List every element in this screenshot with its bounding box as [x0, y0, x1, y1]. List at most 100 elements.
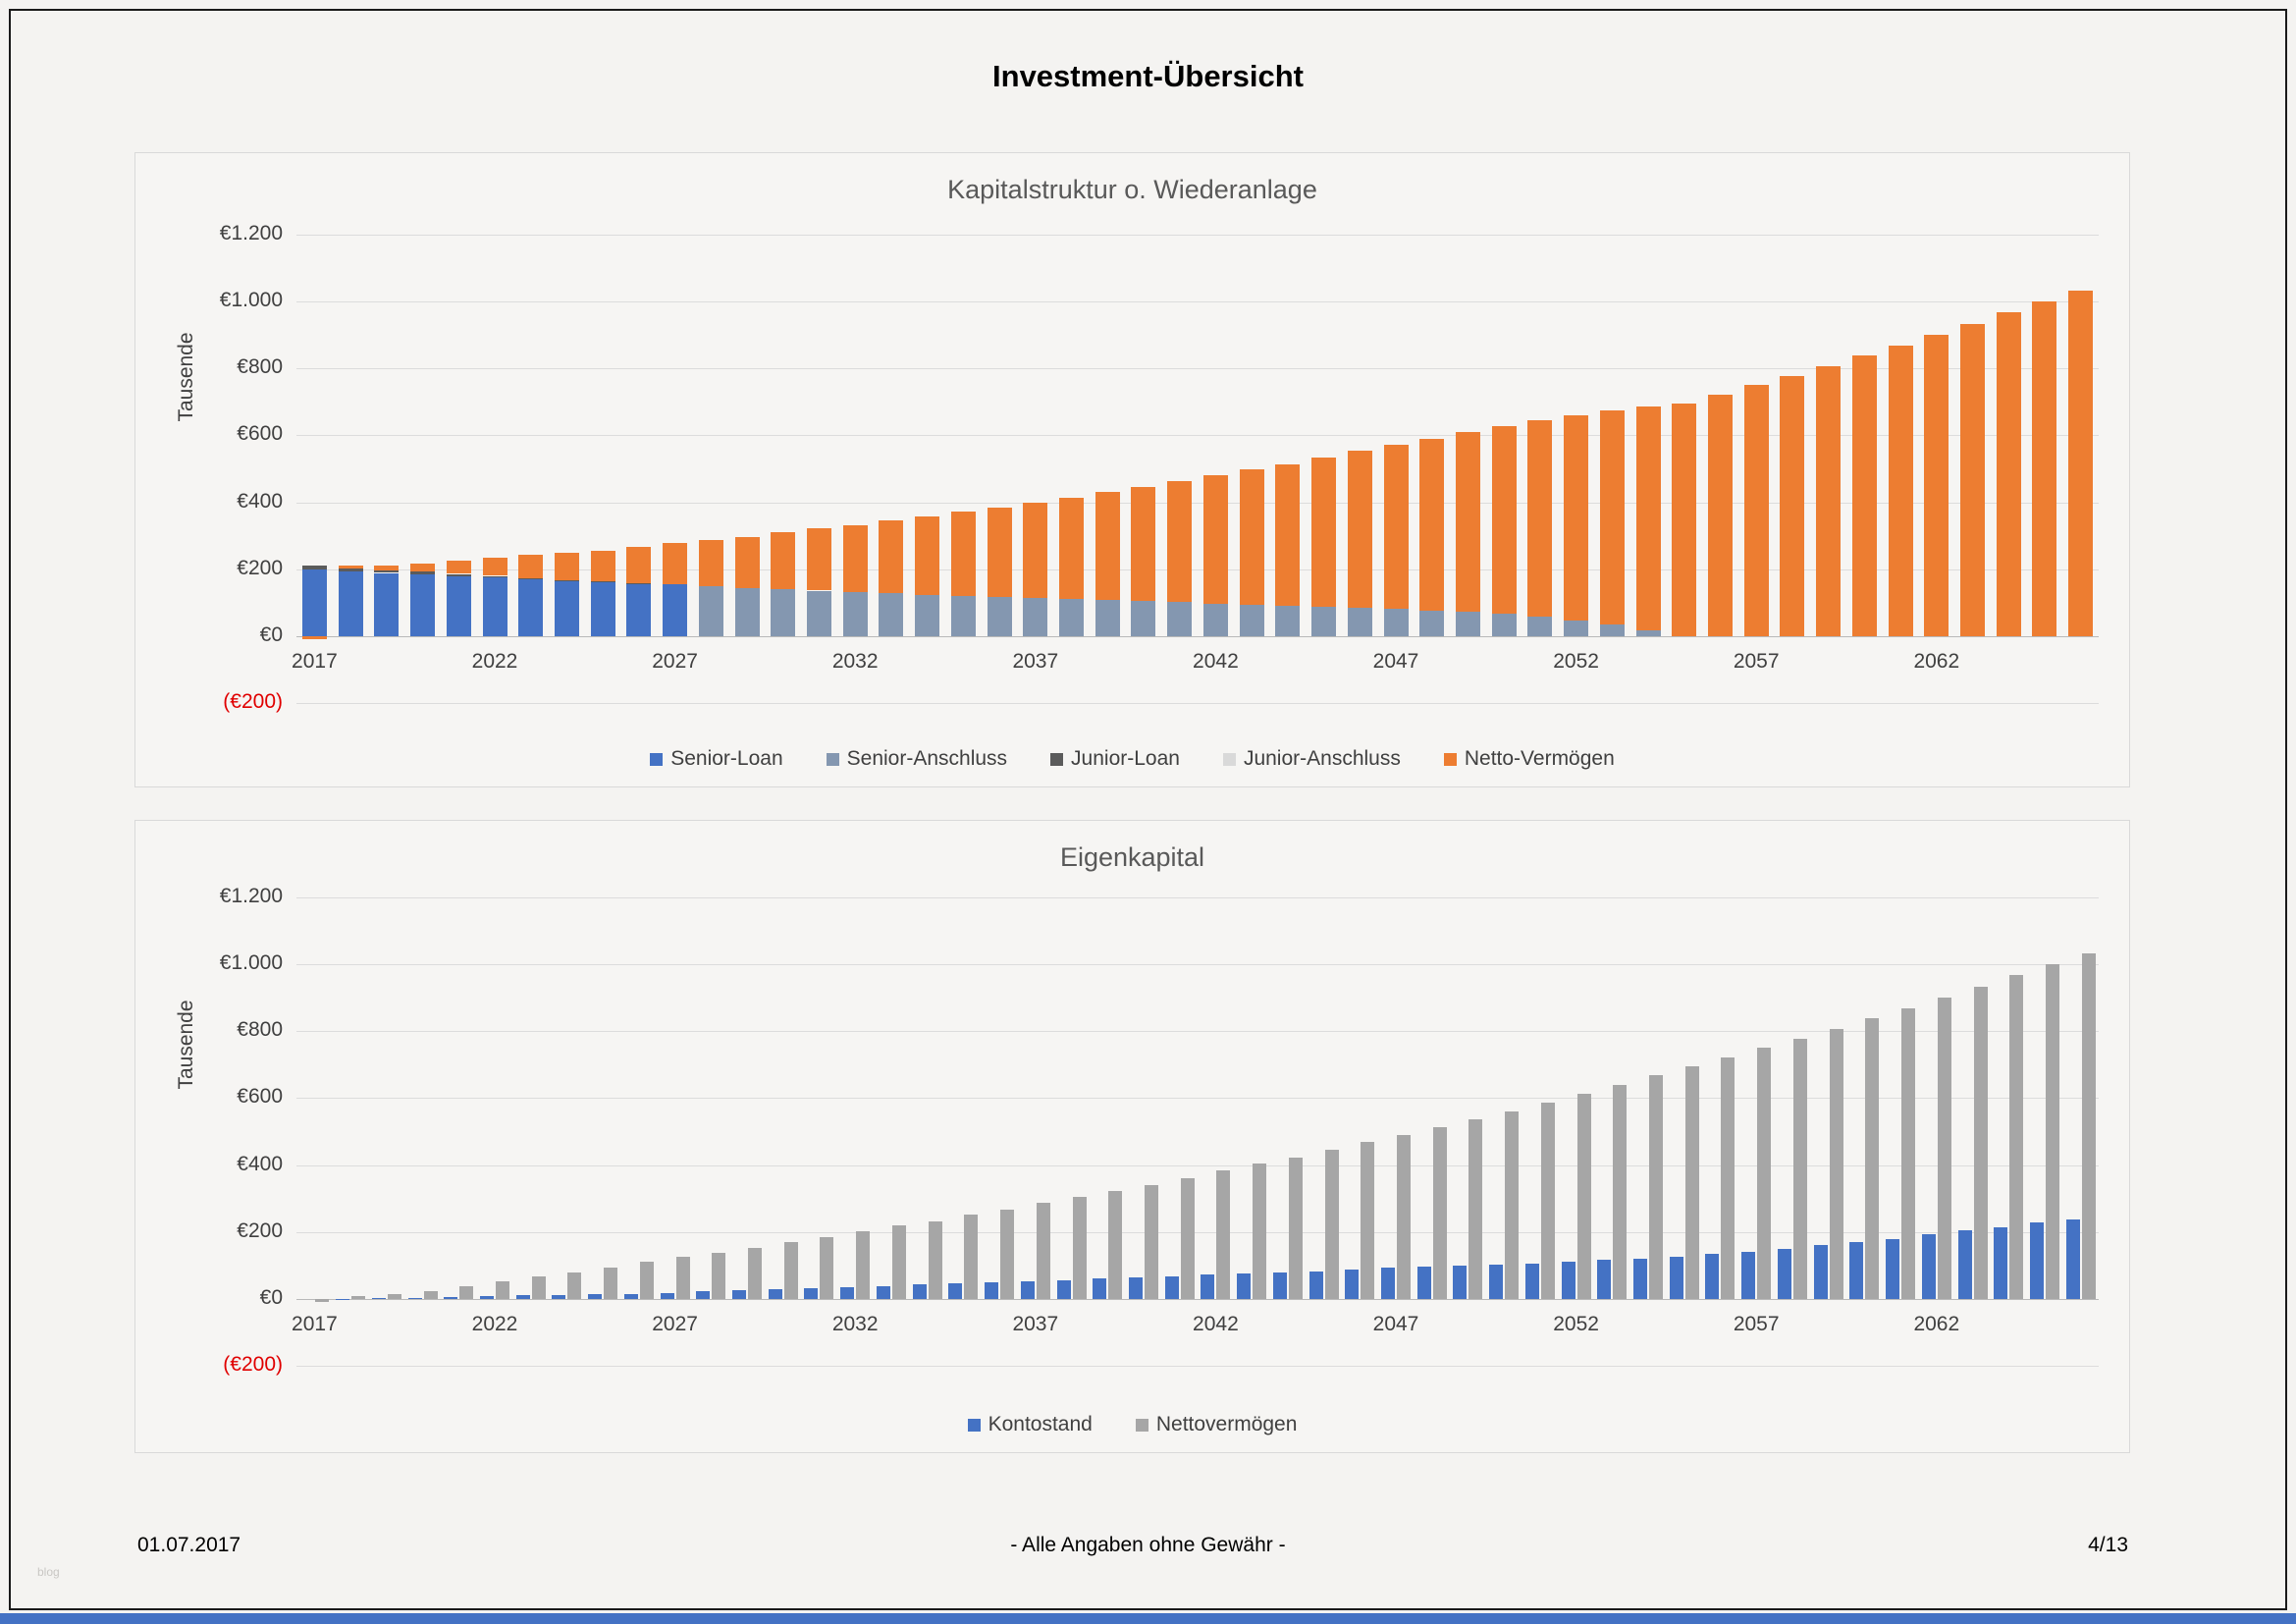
legend-item: Nettovermögen [1135, 1413, 1297, 1436]
netto-vermögen-bar [1383, 445, 1409, 610]
netto-vermögen-bar [1996, 312, 2021, 636]
senior-anschluss-bar [698, 586, 723, 636]
netto-vermögen-bar [842, 524, 868, 593]
legend-label: Senior-Anschluss [846, 747, 1008, 770]
kontostand-bar [1056, 1279, 1071, 1299]
y-tick-label: €1.000 [219, 289, 283, 312]
nettovermögen-bar [2009, 975, 2024, 1299]
kontostand-bar [1813, 1245, 1828, 1299]
nettovermögen-bar [964, 1215, 979, 1299]
netto-vermögen-bar [806, 528, 831, 591]
nettovermögen-bar [891, 1225, 906, 1299]
netto-vermögen-bar [1311, 457, 1336, 607]
nettovermögen-bar [1505, 1110, 1520, 1299]
gridline [296, 368, 2099, 370]
senior-anschluss-bar [1095, 600, 1120, 636]
netto-vermögen-bar [1419, 438, 1445, 611]
y-tick-label: €800 [237, 1018, 283, 1042]
senior-anschluss-bar [1059, 599, 1084, 636]
netto-vermögen-bar [950, 511, 976, 596]
senior-loan-bar [554, 580, 579, 636]
netto-vermögen-bar [1672, 404, 1697, 636]
kontostand-bar [1669, 1256, 1683, 1299]
senior-loan-bar [446, 575, 471, 636]
netto-vermögen-bar [1239, 468, 1264, 605]
nettovermögen-bar [1468, 1118, 1483, 1299]
x-tick-label: 2027 [652, 649, 698, 673]
senior-anschluss-bar [915, 594, 940, 636]
nettovermögen-bar [783, 1241, 798, 1299]
kontostand-bar [1164, 1276, 1179, 1299]
nettovermögen-bar [1649, 1074, 1663, 1299]
x-tick-label: 2042 [1193, 649, 1239, 673]
legend-item: Junior-Loan [1050, 747, 1180, 771]
x-tick-label: 2047 [1372, 1312, 1419, 1335]
senior-anschluss-bar [1599, 623, 1625, 636]
x-tick-label: 2042 [1193, 1312, 1239, 1335]
nettovermögen-bar [1036, 1203, 1050, 1299]
kontostand-bar [912, 1284, 927, 1299]
senior-anschluss-bar [1347, 608, 1372, 636]
senior-anschluss-bar [1311, 606, 1336, 636]
netto-vermögen-bar [590, 550, 615, 582]
legend-swatch-icon [1050, 752, 1064, 766]
x-axis-line [296, 635, 2099, 637]
x-tick-label: 2027 [652, 1312, 698, 1335]
legend-item: Senior-Loan [650, 747, 783, 771]
kontostand-bar [660, 1293, 674, 1299]
junior-loan-bar [374, 569, 400, 573]
kontostand-bar [1308, 1271, 1323, 1299]
y-tick-label: €200 [237, 556, 283, 579]
y-tick-label: €600 [237, 1085, 283, 1109]
netto-vermögen-bar [2068, 290, 2094, 636]
senior-anschluss-bar [1635, 629, 1661, 636]
footer-disclaimer: - Alle Angaben ohne Gewähr - [1010, 1534, 1286, 1556]
plot-area: €1.200 €1.000 €800 €600 €400 €200 €0 (€200) 2017… [220, 885, 2099, 1376]
netto-vermögen-bar [1564, 415, 1589, 621]
netto-vermögen-bar [1960, 324, 1985, 636]
kontostand-bar [444, 1296, 458, 1299]
netto-vermögen-bar [626, 546, 652, 583]
x-tick-label: 2037 [1012, 649, 1059, 673]
kontostand-bar [1705, 1253, 1720, 1299]
senior-anschluss-bar [842, 592, 868, 636]
kontostand-bar [1093, 1278, 1107, 1299]
kontostand-bar [1453, 1265, 1468, 1299]
chart-title: Kapitalstruktur o. Wiederanlage [947, 175, 1317, 204]
gridline [296, 1366, 2099, 1367]
netto-vermögen-bar [374, 565, 400, 570]
netto-vermögen-bar [2032, 301, 2057, 636]
kontostand-bar [768, 1288, 782, 1299]
senior-anschluss-bar [1383, 609, 1409, 636]
netto-vermögen-bar [879, 519, 904, 594]
senior-anschluss-bar [987, 597, 1012, 636]
y-axis-title: Tausende [175, 1000, 197, 1090]
legend-swatch-icon [1443, 752, 1457, 766]
netto-vermögen-bar [1780, 375, 1805, 636]
netto-vermögen-bar [1851, 355, 1877, 636]
kontostand-bar [804, 1288, 819, 1299]
legend-label: Senior-Loan [670, 747, 783, 770]
nettovermögen-bar [1432, 1126, 1447, 1299]
nettovermögen-bar [2045, 964, 2059, 1299]
legend-swatch-icon [650, 752, 664, 766]
nettovermögen-bar [1901, 1007, 1915, 1299]
senior-anschluss-bar [1491, 614, 1517, 636]
senior-anschluss-bar [1131, 601, 1156, 636]
nettovermögen-bar [1973, 987, 1988, 1299]
kontostand-bar [2029, 1222, 2044, 1299]
legend-label: Kontostand [988, 1413, 1093, 1435]
netto-vermögen-bar [1743, 384, 1769, 636]
netto-vermögen-bar [663, 542, 688, 585]
kontostand-bar [1561, 1261, 1575, 1299]
netto-vermögen-bar [1347, 451, 1372, 609]
netto-vermögen-bar [446, 561, 471, 574]
legend-item: Kontostand [967, 1413, 1093, 1436]
chart-legend: Kontostand Nettovermögen [135, 1413, 2129, 1436]
junior-loan-bar [338, 568, 363, 572]
gridline [296, 502, 2099, 504]
kontostand-bar [1381, 1268, 1395, 1299]
junior-loan-bar [410, 571, 435, 574]
netto-vermögen-bar [1167, 481, 1193, 603]
senior-anschluss-bar [950, 595, 976, 636]
